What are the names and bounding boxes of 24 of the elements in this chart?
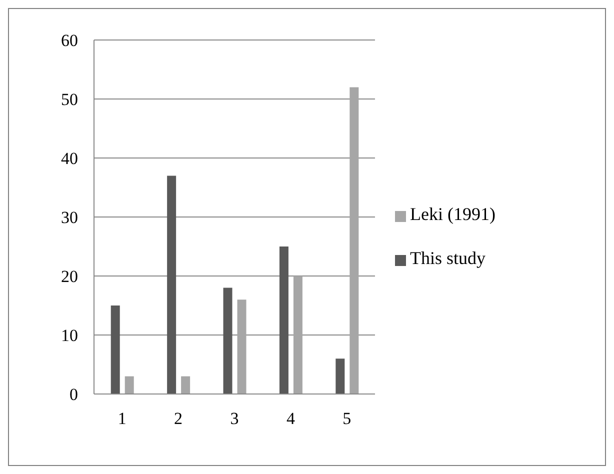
bar — [223, 288, 232, 394]
y-tick-label: 20 — [61, 267, 78, 286]
x-tick-label: 1 — [118, 409, 126, 428]
bar — [124, 376, 134, 394]
y-tick-label: 40 — [61, 149, 78, 168]
x-tick-label: 4 — [286, 409, 296, 428]
x-tick-label: 5 — [342, 409, 352, 428]
y-tick-label: 0 — [70, 385, 78, 404]
y-tick-label: 50 — [61, 90, 78, 110]
x-tick-label: 2 — [174, 409, 183, 428]
bar — [350, 87, 359, 394]
y-tick-label: 60 — [61, 31, 78, 50]
x-tick-label: 3 — [230, 409, 239, 428]
y-tick-label: 10 — [61, 326, 78, 346]
bar — [293, 276, 302, 394]
legend-label: This study — [410, 248, 486, 268]
bar — [181, 376, 190, 394]
bar — [336, 358, 345, 394]
legend-label: Leki (1991) — [410, 204, 496, 224]
bar — [237, 300, 246, 394]
y-tick-label: 30 — [61, 208, 78, 228]
bar — [110, 306, 120, 394]
bar — [167, 176, 176, 394]
bar — [279, 246, 288, 394]
